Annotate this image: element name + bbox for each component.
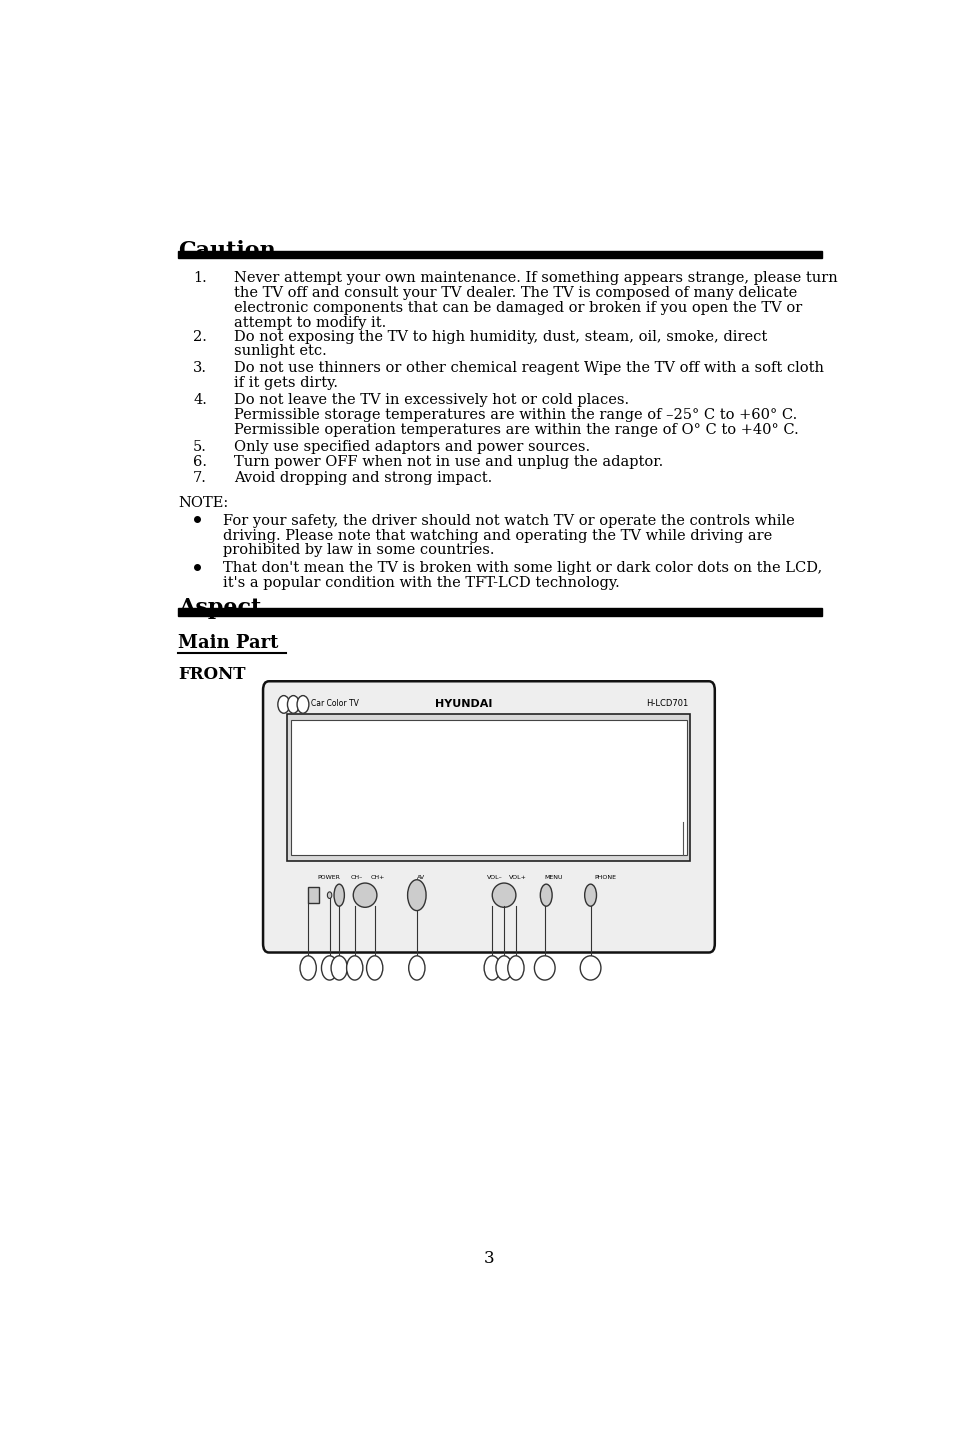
Bar (308, 888, 318, 904)
Text: 1: 1 (327, 961, 332, 971)
Ellipse shape (483, 955, 500, 979)
Ellipse shape (507, 955, 523, 979)
Text: 9: 9 (305, 961, 311, 971)
Text: 3: 3 (483, 1250, 494, 1267)
Text: Permissible storage temperatures are within the range of –25° C to +60° C.: Permissible storage temperatures are wit… (233, 408, 797, 422)
Text: H-LCD701: H-LCD701 (645, 699, 687, 707)
Text: 2.: 2. (193, 329, 207, 344)
Bar (178, 609, 821, 616)
Text: it's a popular condition with the TFT-LCD technology.: it's a popular condition with the TFT-LC… (222, 576, 618, 590)
Ellipse shape (366, 955, 382, 979)
Text: 4: 4 (501, 961, 506, 971)
Text: HYUNDAI: HYUNDAI (435, 699, 492, 709)
Text: 3.: 3. (193, 361, 207, 375)
Text: prohibited by law in some countries.: prohibited by law in some countries. (222, 543, 494, 557)
Ellipse shape (496, 955, 512, 979)
Text: NOTE:: NOTE: (178, 495, 229, 510)
Text: 7.: 7. (193, 471, 207, 484)
Text: 7: 7 (372, 961, 377, 971)
Text: Permissible operation temperatures are within the range of O° C to +40° C.: Permissible operation temperatures are w… (233, 424, 798, 437)
Text: electronic components that can be damaged or broken if you open the TV or: electronic components that can be damage… (233, 301, 801, 315)
Text: 4.: 4. (193, 394, 207, 408)
Text: Avoid dropping and strong impact.: Avoid dropping and strong impact. (233, 471, 492, 484)
Text: 11: 11 (585, 961, 596, 971)
Text: For your safety, the driver should not watch TV or operate the controls while: For your safety, the driver should not w… (222, 514, 794, 527)
Text: Caution: Caution (178, 241, 275, 262)
Bar (178, 251, 821, 258)
Text: VOL–: VOL– (487, 875, 502, 881)
Circle shape (327, 892, 332, 898)
Circle shape (296, 696, 309, 713)
Ellipse shape (353, 884, 376, 908)
FancyBboxPatch shape (263, 682, 714, 952)
Text: 5.: 5. (193, 440, 207, 454)
Text: CH+: CH+ (371, 875, 385, 881)
Text: 6: 6 (352, 961, 357, 971)
Text: 1.: 1. (193, 271, 207, 285)
Text: 6.: 6. (193, 455, 207, 470)
Text: Do not exposing the TV to high humidity, dust, steam, oil, smoke, direct: Do not exposing the TV to high humidity,… (233, 329, 766, 344)
Text: VOL+: VOL+ (509, 875, 527, 881)
Circle shape (277, 696, 290, 713)
Text: Never attempt your own maintenance. If something appears strange, please turn: Never attempt your own maintenance. If s… (233, 271, 837, 285)
Text: attempt to modify it.: attempt to modify it. (233, 315, 386, 329)
Ellipse shape (346, 955, 362, 979)
Text: FRONT: FRONT (178, 666, 246, 683)
Text: Only use specified adaptors and power sources.: Only use specified adaptors and power so… (233, 440, 589, 454)
Text: CH–: CH– (350, 875, 362, 881)
Text: sunlight etc.: sunlight etc. (233, 345, 326, 358)
Text: driving. Please note that watching and operating the TV while driving are: driving. Please note that watching and o… (222, 528, 771, 543)
Text: 2: 2 (336, 961, 341, 971)
Text: PHONE: PHONE (594, 875, 616, 881)
Ellipse shape (334, 884, 344, 906)
Bar (287, 715, 690, 861)
Ellipse shape (321, 955, 337, 979)
Ellipse shape (579, 955, 600, 979)
Ellipse shape (534, 955, 555, 979)
Ellipse shape (584, 884, 596, 906)
Text: Turn power OFF when not in use and unplug the adaptor.: Turn power OFF when not in use and unplu… (233, 455, 662, 470)
Text: 3: 3 (489, 961, 495, 971)
Ellipse shape (492, 884, 516, 908)
Text: if it gets dirty.: if it gets dirty. (233, 377, 337, 391)
Ellipse shape (331, 955, 347, 979)
Text: the TV off and consult your TV dealer. The TV is composed of many delicate: the TV off and consult your TV dealer. T… (233, 286, 797, 299)
Text: AV: AV (416, 875, 424, 881)
Bar (291, 720, 686, 855)
Ellipse shape (299, 955, 316, 979)
Text: MENU: MENU (544, 875, 562, 881)
Text: 10: 10 (539, 961, 550, 971)
Text: Do not use thinners or other chemical reagent Wipe the TV off with a soft cloth: Do not use thinners or other chemical re… (233, 361, 823, 375)
Text: That don't mean the TV is broken with some light or dark color dots on the LCD,: That don't mean the TV is broken with so… (222, 561, 821, 576)
Text: Car Color TV: Car Color TV (311, 699, 358, 707)
Ellipse shape (408, 955, 424, 979)
Text: POWER: POWER (316, 875, 339, 881)
Text: Do not leave the TV in excessively hot or cold places.: Do not leave the TV in excessively hot o… (233, 394, 628, 408)
Text: 8: 8 (414, 961, 419, 971)
Circle shape (287, 696, 299, 713)
Ellipse shape (539, 884, 552, 906)
Text: Aspect: Aspect (178, 597, 261, 620)
Text: Main Part: Main Part (178, 634, 278, 652)
Text: 5: 5 (513, 961, 518, 971)
Ellipse shape (407, 879, 426, 911)
